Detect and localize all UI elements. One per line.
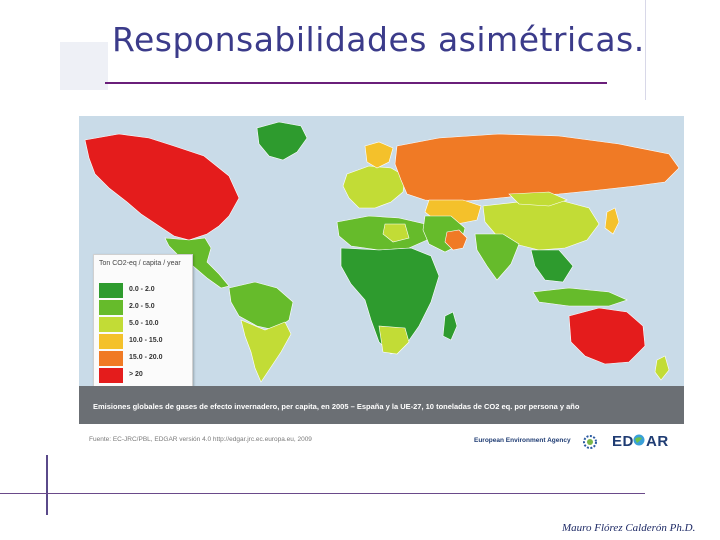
- map-source: Fuente: EC-JRC/PBL, EDGAR versión 4.0 ht…: [89, 436, 312, 443]
- region-gulf: [444, 229, 468, 251]
- legend-label: 2.0 - 5.0: [129, 303, 155, 310]
- legend-item: 2.0 - 5.0: [99, 300, 189, 315]
- legend-swatch: [99, 334, 123, 349]
- edgar-logo: EDGAR: [612, 429, 672, 451]
- region-scandinavia: [364, 141, 394, 169]
- region-russia: [394, 133, 680, 203]
- eea-logo: European Environment Agency: [474, 434, 602, 450]
- map-panel: Ton CO2-eq / capita / year 0.0 - 2.0 2.0…: [79, 116, 684, 457]
- legend-item: 10.0 - 15.0: [99, 334, 189, 349]
- region-europe: [342, 165, 406, 209]
- legend-swatch: [99, 351, 123, 366]
- legend-swatch: [99, 317, 123, 332]
- legend-item: 5.0 - 10.0: [99, 317, 189, 332]
- legend-swatch: [99, 368, 123, 383]
- title-underline: [105, 82, 607, 84]
- legend-swatch: [99, 300, 123, 315]
- eea-emblem-icon: [583, 435, 597, 449]
- legend-item: 15.0 - 20.0: [99, 351, 189, 366]
- decor-line-top-right: [645, 0, 646, 100]
- legend-item: > 20: [99, 368, 189, 383]
- map-legend: Ton CO2-eq / capita / year 0.0 - 2.0 2.0…: [93, 254, 193, 392]
- region-greenland: [256, 121, 308, 161]
- region-southeast-asia: [530, 249, 574, 283]
- region-indonesia: [532, 287, 628, 307]
- map-footer: Fuente: EC-JRC/PBL, EDGAR versión 4.0 ht…: [79, 424, 684, 457]
- legend-swatch: [99, 283, 123, 298]
- legend-label: 15.0 - 20.0: [129, 354, 163, 361]
- region-north-america: [84, 133, 240, 241]
- corner-decoration: [60, 42, 108, 90]
- region-australia: [568, 307, 646, 365]
- map-caption-bar: Emisiones globales de gases de efecto in…: [79, 386, 684, 424]
- region-southern-africa: [378, 325, 410, 355]
- region-madagascar: [442, 311, 458, 341]
- region-mongolia: [508, 191, 568, 207]
- legend-label: 5.0 - 10.0: [129, 320, 159, 327]
- region-india: [474, 233, 520, 281]
- slide-title: Responsabilidades asimétricas.: [112, 20, 645, 59]
- legend-label: 0.0 - 2.0: [129, 286, 155, 293]
- region-japan: [604, 207, 620, 235]
- legend-label: 10.0 - 15.0: [129, 337, 163, 344]
- legend-item: 0.0 - 2.0: [99, 283, 189, 298]
- region-south-america-south: [240, 319, 292, 383]
- globe-icon: [633, 434, 645, 446]
- eea-agency-name: European Environment Agency: [474, 437, 571, 444]
- region-new-zealand: [654, 355, 670, 381]
- decor-line-bottom: [0, 493, 645, 494]
- decor-line-left-bottom: [46, 455, 48, 515]
- edgar-logo-text: EDGAR: [612, 433, 669, 450]
- legend-label: > 20: [129, 371, 143, 378]
- legend-title: Ton CO2-eq / capita / year: [99, 260, 181, 267]
- region-north-africa: [336, 215, 428, 251]
- author-signature: Mauro Flórez Calderón Ph.D.: [562, 522, 696, 534]
- map-caption: Emisiones globales de gases de efecto in…: [93, 402, 580, 411]
- region-libya: [382, 223, 410, 243]
